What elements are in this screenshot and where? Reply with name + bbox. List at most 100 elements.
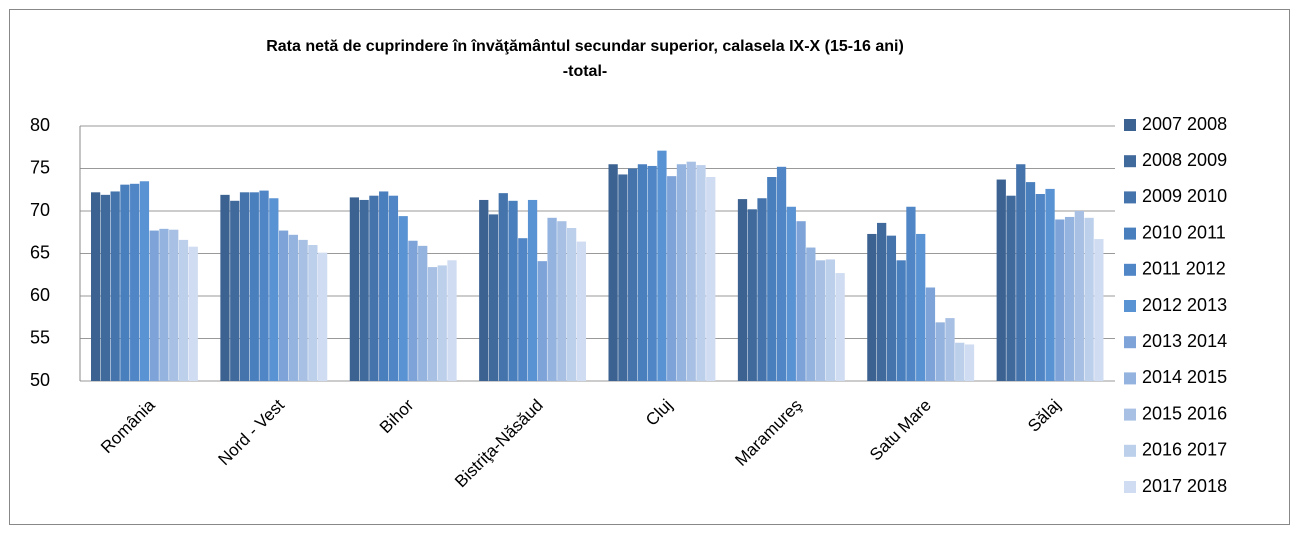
bar <box>767 177 777 381</box>
bar <box>317 252 328 381</box>
legend-swatch <box>1124 119 1136 131</box>
bar <box>508 200 518 381</box>
bar <box>896 260 906 381</box>
bar <box>1035 194 1045 381</box>
legend-label: 2009 2010 <box>1142 186 1227 206</box>
bar <box>867 233 877 381</box>
bar <box>1074 211 1084 381</box>
legend-swatch <box>1124 155 1136 168</box>
bar <box>408 240 418 381</box>
bar <box>576 241 587 381</box>
y-tick-label: 65 <box>30 242 50 262</box>
bar <box>1064 216 1075 381</box>
y-tick-label: 80 <box>30 115 50 135</box>
legend-label: 2012 2013 <box>1142 295 1227 315</box>
bar <box>130 183 140 381</box>
bar <box>796 221 806 381</box>
bar <box>935 322 945 381</box>
bar <box>637 164 648 381</box>
legend-swatch <box>1124 481 1136 493</box>
chart-title: Rata netă de cuprindere în învăţământul … <box>266 38 904 55</box>
bar <box>427 267 438 381</box>
bar <box>628 168 638 381</box>
legend-swatch <box>1124 191 1136 204</box>
legend-label: 2013 2014 <box>1142 331 1227 351</box>
bar <box>249 192 259 381</box>
y-tick-label: 55 <box>30 327 50 347</box>
legend-label: 2011 2012 <box>1142 259 1226 279</box>
legend-label: 2008 2009 <box>1142 150 1227 170</box>
bar <box>120 184 130 381</box>
bar <box>696 165 706 381</box>
bar <box>298 239 308 381</box>
bar <box>1025 182 1036 381</box>
bar <box>220 194 230 381</box>
bar <box>178 239 189 381</box>
legend-swatch <box>1124 372 1136 385</box>
bar <box>1016 164 1026 381</box>
legend-label: 2007 2008 <box>1142 114 1227 134</box>
bar <box>379 191 389 381</box>
bar <box>537 261 547 381</box>
legend-swatch <box>1124 408 1136 421</box>
bar <box>139 181 150 381</box>
legend-swatch <box>1124 227 1136 240</box>
bar <box>757 198 767 381</box>
bar <box>498 193 508 381</box>
bar <box>349 197 360 381</box>
bar <box>308 245 318 381</box>
bar <box>877 222 887 381</box>
bar <box>996 179 1006 381</box>
bar <box>706 177 716 381</box>
bar <box>1045 188 1055 381</box>
bar <box>566 228 577 381</box>
bar <box>815 260 826 381</box>
y-tick-label: 75 <box>30 157 50 177</box>
bar <box>945 318 955 381</box>
bar <box>955 342 965 381</box>
bar <box>479 199 489 381</box>
legend-label: 2014 2015 <box>1142 367 1227 387</box>
legend-label: 2017 2018 <box>1142 476 1227 496</box>
bar <box>110 191 120 381</box>
bar <box>269 198 279 381</box>
legend-label: 2010 2011 <box>1142 222 1226 242</box>
bar <box>886 235 897 381</box>
bar <box>906 206 916 381</box>
legend-label: 2015 2016 <box>1142 403 1227 423</box>
legend-swatch <box>1124 300 1136 312</box>
bar <box>737 199 748 381</box>
bar <box>686 161 696 381</box>
bar <box>657 150 667 381</box>
bar <box>418 245 428 381</box>
bar <box>230 200 240 381</box>
bar <box>278 230 289 381</box>
bar <box>398 216 408 381</box>
y-tick-label: 60 <box>30 285 50 305</box>
bar <box>1084 217 1094 381</box>
legend-label: 2016 2017 <box>1142 440 1227 460</box>
chart-subtitle: -total- <box>563 63 607 80</box>
bar <box>676 164 687 381</box>
bar <box>747 209 757 381</box>
bar <box>169 229 179 381</box>
bar <box>90 192 101 381</box>
bar <box>1006 195 1016 381</box>
bar <box>188 246 198 381</box>
bar <box>964 344 975 381</box>
bar <box>835 273 845 381</box>
bar <box>369 195 379 381</box>
bar <box>288 234 298 381</box>
bar <box>488 214 499 381</box>
legend-swatch <box>1124 263 1136 276</box>
bar <box>557 221 567 381</box>
bar <box>159 228 169 381</box>
bar <box>149 230 159 381</box>
bar <box>259 190 269 381</box>
bar <box>825 259 835 381</box>
bar <box>916 233 926 381</box>
bar <box>518 238 528 381</box>
bar <box>100 194 111 381</box>
bar <box>776 166 787 381</box>
